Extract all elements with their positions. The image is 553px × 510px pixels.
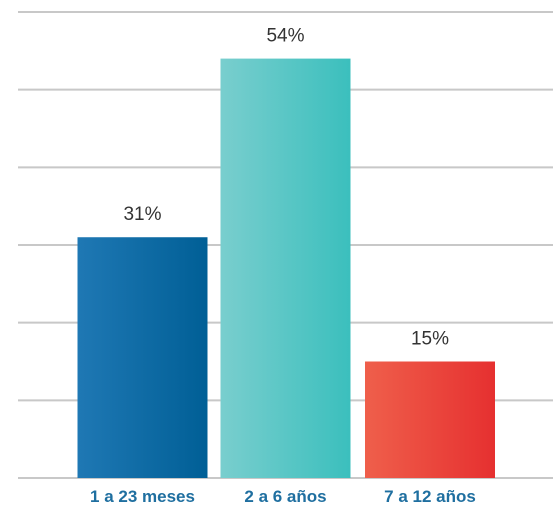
value-label-2: 15% [411,329,449,350]
category-labels: 1 a 23 meses 2 a 6 años 7 a 12 años [90,487,476,506]
value-label-1: 54% [266,26,304,47]
bar-1 [220,58,351,478]
value-label-0: 31% [123,204,161,225]
bars [77,58,495,478]
category-label-1: 2 a 6 años [244,487,326,506]
category-label-0: 1 a 23 meses [90,487,195,506]
bar-2 [365,361,495,478]
category-label-2: 7 a 12 años [384,487,476,506]
bar-0 [77,237,208,478]
value-labels: 31% 54% 15% [123,26,449,350]
